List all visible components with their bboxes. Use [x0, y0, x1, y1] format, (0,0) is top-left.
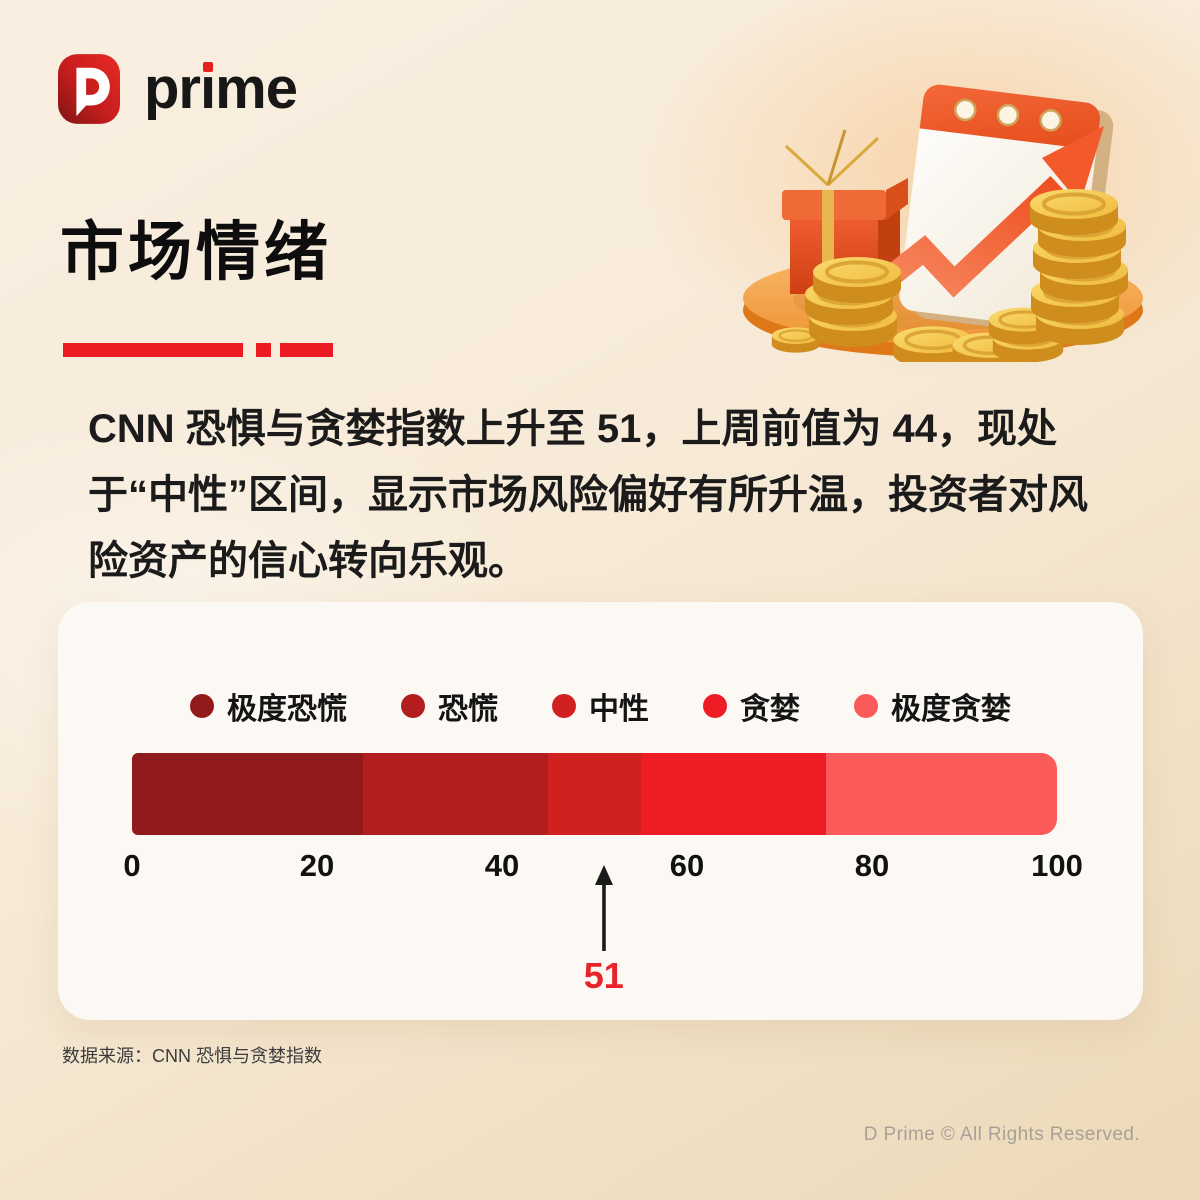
i-dot-decoration [203, 62, 213, 72]
legend-label: 恐慌 [438, 693, 498, 726]
brand-text-post: me [215, 56, 298, 121]
legend-dot-icon [854, 694, 878, 718]
legend-label: 极度恐慌 [227, 693, 347, 726]
legend-label: 中性 [589, 693, 649, 726]
page-title: 市场情绪 [60, 216, 332, 288]
axis-tick-label: 20 [299, 848, 335, 883]
bar-segment [132, 753, 364, 835]
legend-label: 极度贪婪 [891, 693, 1011, 726]
chart-legend: 极度恐慌 恐慌 中性 贪婪 极度贪婪 [58, 684, 1143, 728]
brand-name: prı me [144, 56, 298, 121]
marker: 51 [584, 865, 624, 997]
marker-value: 51 [583, 955, 624, 996]
d-logo-icon [58, 54, 120, 124]
axis-tick-label: 0 [123, 848, 141, 883]
brand-text-pre: pr [144, 56, 201, 121]
legend-item: 恐慌 [401, 684, 498, 728]
copyright: D Prime © All Rights Reserved. [863, 1124, 1140, 1145]
axis-tick-label: 40 [484, 848, 520, 883]
title-underline-decoration [63, 343, 333, 357]
legend-item: 中性 [552, 684, 649, 728]
bar-segment [825, 753, 1057, 835]
legend-item: 贪婪 [703, 684, 800, 728]
legend-item: 极度贪婪 [854, 684, 1011, 728]
intro-paragraph: CNN 恐惧与贪婪指数上升至 51，上周前值为 44，现处于“中性”区间，显示市… [88, 407, 1088, 583]
chart-card: 极度恐慌 恐慌 中性 贪婪 极度贪婪 0 20 40 60 80 100 51 [58, 602, 1143, 1020]
gauge-axis: 0 20 40 60 80 100 [123, 848, 1082, 888]
axis-tick-label: 80 [854, 848, 890, 883]
axis-tick-label: 60 [669, 848, 705, 883]
legend-label: 贪婪 [740, 693, 800, 726]
legend-dot-icon [703, 694, 727, 718]
legend-dot-icon [552, 694, 576, 718]
gauge-chart: 0 20 40 60 80 100 51 [123, 753, 1083, 1003]
brand-letter-i: ı [200, 56, 216, 121]
data-source: 数据来源：CNN 恐惧与贪婪指数 [62, 1046, 322, 1066]
bar-segment [640, 753, 826, 835]
gauge-bar [132, 753, 1057, 835]
legend-dot-icon [190, 694, 214, 718]
legend-item: 极度恐慌 [190, 684, 347, 728]
axis-tick-label: 100 [1031, 848, 1083, 883]
bar-segment [363, 753, 549, 835]
bar-segment [548, 753, 641, 835]
marker-arrow-icon [594, 865, 613, 951]
market-illustration [743, 84, 1143, 362]
brand-logo: prı me [58, 54, 298, 124]
legend-dot-icon [401, 694, 425, 718]
